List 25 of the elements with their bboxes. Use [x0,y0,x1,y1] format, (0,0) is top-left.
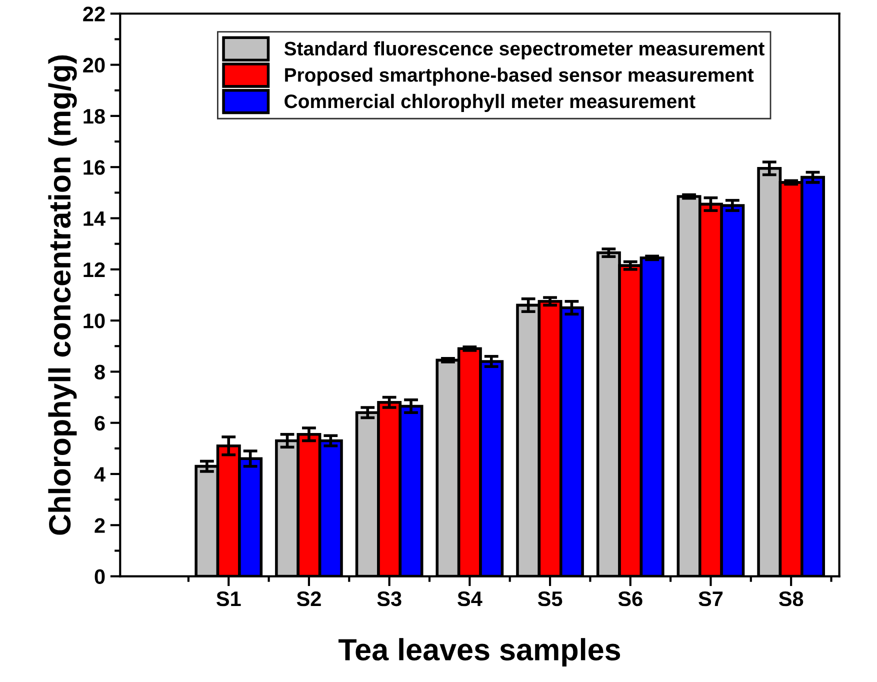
y-axis-title: Chlorophyll concentration (mg/g) [48,55,77,535]
x-tick-label: S4 [458,591,482,606]
y-tick-label: 8 [94,364,105,380]
y-tick-label: 14 [84,211,106,226]
y-tick-label: 18 [84,108,105,124]
legend-label: Standard fluorescence sepectrometer measurement [284,41,764,60]
x-tick-label: S7 [698,591,723,606]
y-tick-label: 20 [83,58,105,73]
y-tick-label: 10 [84,314,105,328]
x-tick-label: S3 [377,591,402,606]
x-tick-label: S8 [778,591,804,606]
y-tick-label: 0 [94,569,105,584]
y-tick-label: 2 [94,518,105,533]
x-tick-label: S2 [296,591,321,606]
y-tick-label: 12 [84,262,105,277]
x-tick-label: S1 [216,591,241,606]
x-tick-label: S5 [538,591,562,606]
y-tick-label: 4 [94,467,106,482]
x-axis-title: Tea leaves samples [338,638,620,667]
y-tick-label: 6 [94,416,105,431]
x-tick-label: S6 [618,591,642,606]
y-tick-label: 22 [83,6,105,22]
legend-label: Commercial chlorophyll meter measurement [284,94,696,112]
legend-label: Proposed smartphone-based sensor measurement [285,68,754,86]
y-tick-label: 16 [84,160,105,175]
